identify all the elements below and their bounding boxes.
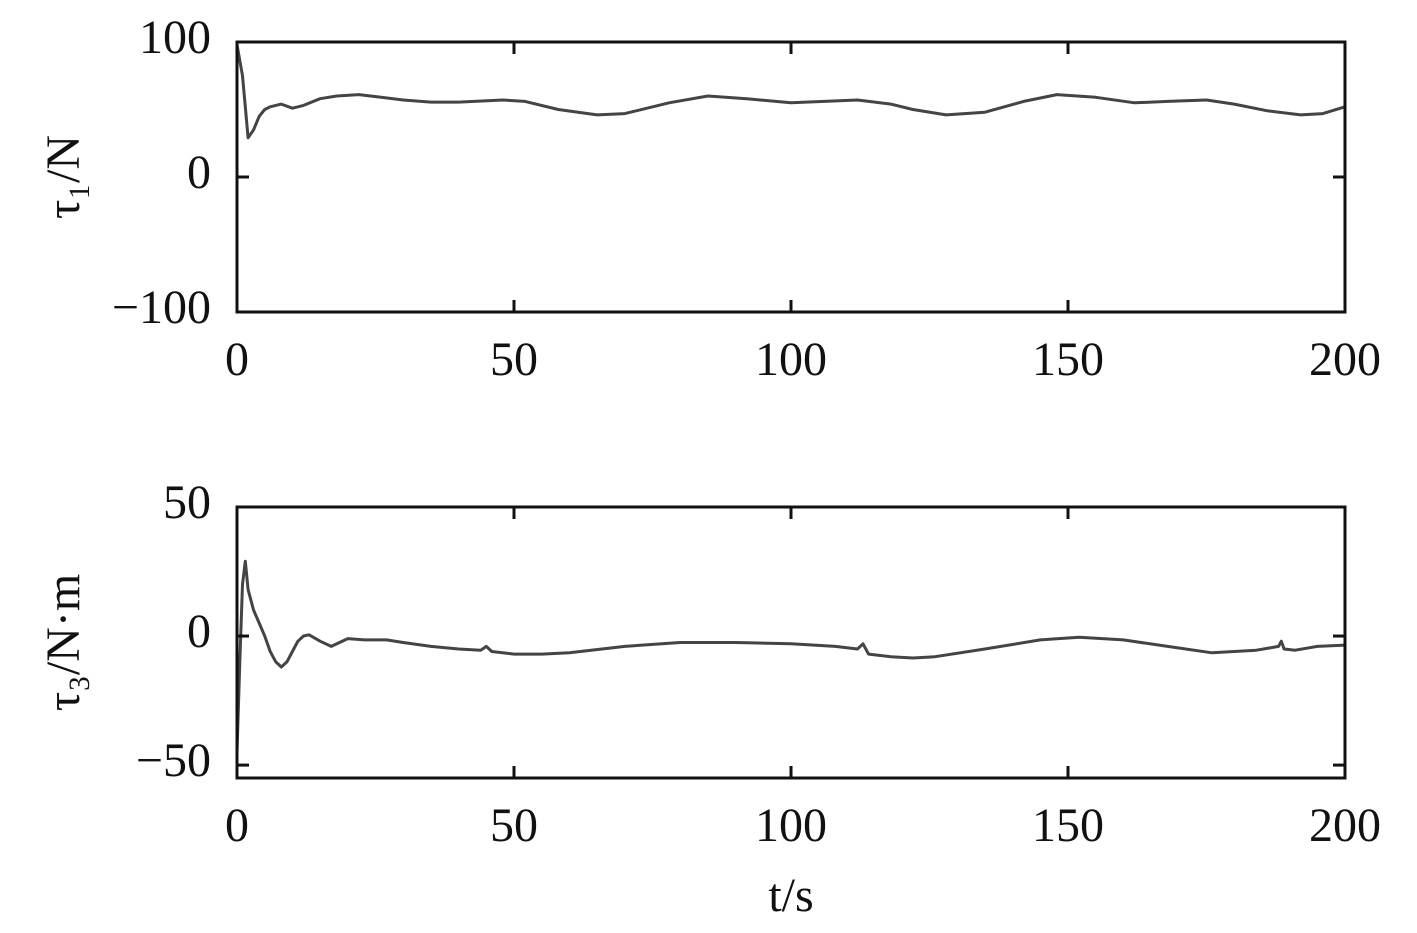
data-line	[235, 559, 1346, 753]
plot-frame	[235, 40, 1347, 314]
y-tick-label: −100	[112, 281, 211, 334]
x-tick-label: 150	[1032, 333, 1104, 386]
y-tick-label: 50	[163, 476, 211, 529]
y-tick-label: 0	[187, 146, 211, 199]
y-tick-label: 0	[187, 605, 211, 658]
x-tick-label: 200	[1309, 333, 1381, 386]
x-tick-label: 50	[490, 799, 538, 852]
x-tick-label: 50	[490, 333, 538, 386]
x-tick-label: 0	[225, 799, 249, 852]
x-tick-label: 100	[755, 799, 827, 852]
y-tick-label: 100	[139, 11, 211, 64]
x-tick-label: 150	[1032, 799, 1104, 852]
y-axis-label: τ₁/N	[37, 135, 90, 219]
y-axis-label: τ₃/N·m	[37, 574, 90, 711]
x-tick-label: 0	[225, 333, 249, 386]
x-tick-label: 100	[755, 333, 827, 386]
y-tick-label: −50	[136, 734, 211, 787]
x-axis-label: t/s	[768, 869, 813, 922]
x-tick-label: 200	[1309, 799, 1381, 852]
data-line	[235, 44, 1346, 140]
